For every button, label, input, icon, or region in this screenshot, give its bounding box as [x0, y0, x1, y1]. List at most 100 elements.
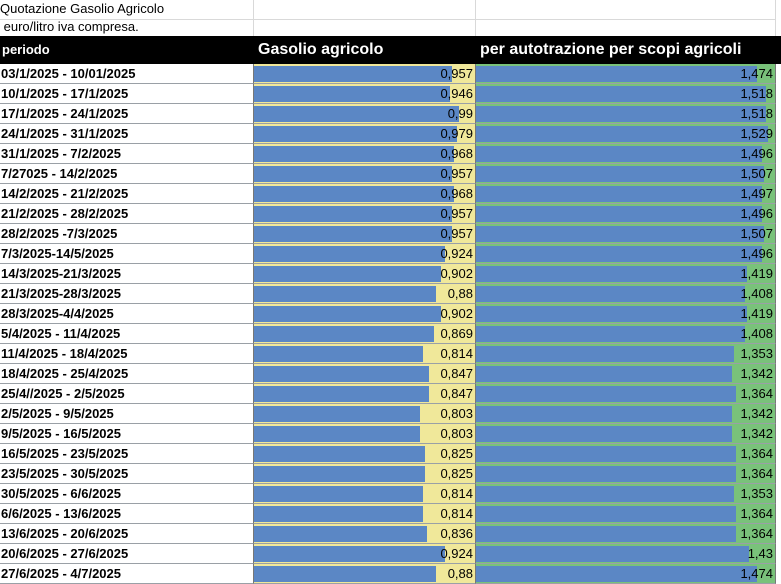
gasolio-cell[interactable]: 0,814	[254, 344, 476, 364]
gasolio-cell[interactable]: 0,869	[254, 324, 476, 344]
table-row: 10/1/2025 - 17/1/2025 0,946 1,518	[0, 84, 781, 104]
period-cell[interactable]: 10/1/2025 - 17/1/2025	[0, 84, 254, 104]
autotrazione-cell[interactable]: 1,507	[476, 224, 776, 244]
autotrazione-cell[interactable]: 1,408	[476, 324, 776, 344]
period-cell[interactable]: 7/27025 - 14/2/2025	[0, 164, 254, 184]
autotrazione-cell[interactable]: 1,364	[476, 444, 776, 464]
gasolio-cell[interactable]: 0,946	[254, 84, 476, 104]
gasolio-cell[interactable]: 0,924	[254, 544, 476, 564]
autotrazione-cell[interactable]: 1,342	[476, 364, 776, 384]
gasolio-cell[interactable]: 0,88	[254, 284, 476, 304]
gasolio-cell[interactable]: 0,88	[254, 564, 476, 584]
gasolio-value: 0,968	[440, 146, 473, 161]
autotrazione-value: 1,507	[740, 166, 773, 181]
period-cell[interactable]: 21/2/2025 - 28/2/2025	[0, 204, 254, 224]
autotrazione-cell[interactable]: 1,497	[476, 184, 776, 204]
period-cell[interactable]: 17/1/2025 - 24/1/2025	[0, 104, 254, 124]
title-cell[interactable]: Quotazione Gasolio Agricolo	[0, 0, 254, 20]
gasolio-cell[interactable]: 0,814	[254, 484, 476, 504]
period-cell[interactable]: 28/2/2025 -7/3/2025	[0, 224, 254, 244]
autotrazione-cell[interactable]: 1,474	[476, 564, 776, 584]
table-row: 14/3/2025-21/3/2025 0,902 1,419	[0, 264, 781, 284]
autotrazione-value: 1,408	[740, 326, 773, 341]
gasolio-cell[interactable]: 0,803	[254, 424, 476, 444]
period-cell[interactable]: 6/6/2025 - 13/6/2025	[0, 504, 254, 524]
gasolio-cell[interactable]: 0,968	[254, 184, 476, 204]
period-cell[interactable]: 31/1/2025 - 7/2/2025	[0, 144, 254, 164]
period-cell[interactable]: 2/5/2025 - 9/5/2025	[0, 404, 254, 424]
gasolio-cell[interactable]: 0,902	[254, 304, 476, 324]
gasolio-value: 0,902	[440, 306, 473, 321]
gasolio-cell[interactable]: 0,825	[254, 444, 476, 464]
autotrazione-cell[interactable]: 1,419	[476, 304, 776, 324]
gasolio-bar	[254, 446, 425, 462]
autotrazione-cell[interactable]: 1,43	[476, 544, 776, 564]
period-cell[interactable]: 23/5/2025 - 30/5/2025	[0, 464, 254, 484]
gasolio-bar	[254, 186, 455, 202]
period-cell[interactable]: 28/3/2025-4/4/2025	[0, 304, 254, 324]
period-cell[interactable]: 03/1/2025 - 10/01/2025	[0, 64, 254, 84]
period-cell[interactable]: 21/3/2025-28/3/2025	[0, 284, 254, 304]
period-cell[interactable]: 5/4/2025 - 11/4/2025	[0, 324, 254, 344]
autotrazione-cell[interactable]: 1,496	[476, 144, 776, 164]
autotrazione-cell[interactable]: 1,474	[476, 64, 776, 84]
autotrazione-cell[interactable]: 1,529	[476, 124, 776, 144]
gasolio-cell[interactable]: 0,957	[254, 204, 476, 224]
header-autotrazione[interactable]: per autotrazione per scopi agricoli	[480, 41, 742, 58]
autotrazione-cell[interactable]: 1,408	[476, 284, 776, 304]
empty-cell[interactable]	[254, 18, 476, 38]
period-cell[interactable]: 14/3/2025-21/3/2025	[0, 264, 254, 284]
gasolio-cell[interactable]: 0,99	[254, 104, 476, 124]
gasolio-cell[interactable]: 0,957	[254, 224, 476, 244]
period-cell[interactable]: 27/6/2025 - 4/7/2025	[0, 564, 254, 584]
autotrazione-cell[interactable]: 1,353	[476, 484, 776, 504]
period-cell[interactable]: 11/4/2025 - 18/4/2025	[0, 344, 254, 364]
period-cell[interactable]: 20/6/2025 - 27/6/2025	[0, 544, 254, 564]
period-cell[interactable]: 30/5/2025 - 6/6/2025	[0, 484, 254, 504]
autotrazione-cell[interactable]: 1,364	[476, 524, 776, 544]
table-row: 5/4/2025 - 11/4/2025 0,869 1,408	[0, 324, 781, 344]
autotrazione-value: 1,364	[740, 386, 773, 401]
gasolio-cell[interactable]: 0,902	[254, 264, 476, 284]
autotrazione-cell[interactable]: 1,364	[476, 504, 776, 524]
period-cell[interactable]: 13/6/2025 - 20/6/2025	[0, 524, 254, 544]
period-cell[interactable]: 7/3/2025-14/5/2025	[0, 244, 254, 264]
period-cell[interactable]: 16/5/2025 - 23/5/2025	[0, 444, 254, 464]
empty-cell[interactable]	[254, 0, 476, 20]
autotrazione-cell[interactable]: 1,518	[476, 84, 776, 104]
gasolio-cell[interactable]: 0,957	[254, 164, 476, 184]
period-cell[interactable]: 25/4//2025 - 2/5/2025	[0, 384, 254, 404]
period-cell[interactable]: 9/5/2025 - 16/5/2025	[0, 424, 254, 444]
gasolio-cell[interactable]: 0,814	[254, 504, 476, 524]
header-period[interactable]: periodo	[2, 42, 50, 57]
autotrazione-cell[interactable]: 1,496	[476, 204, 776, 224]
gasolio-cell[interactable]: 0,924	[254, 244, 476, 264]
gasolio-cell[interactable]: 0,847	[254, 384, 476, 404]
autotrazione-value: 1,529	[740, 126, 773, 141]
gasolio-value: 0,825	[440, 466, 473, 481]
gasolio-bar	[254, 286, 437, 302]
autotrazione-cell[interactable]: 1,364	[476, 464, 776, 484]
autotrazione-cell[interactable]: 1,353	[476, 344, 776, 364]
period-cell[interactable]: 14/2/2025 - 21/2/2025	[0, 184, 254, 204]
empty-cell[interactable]	[476, 0, 776, 20]
gasolio-cell[interactable]: 0,825	[254, 464, 476, 484]
autotrazione-cell[interactable]: 1,419	[476, 264, 776, 284]
period-cell[interactable]: 24/1/2025 - 31/1/2025	[0, 124, 254, 144]
period-cell[interactable]: 18/4/2025 - 25/4/2025	[0, 364, 254, 384]
gasolio-cell[interactable]: 0,979	[254, 124, 476, 144]
autotrazione-cell[interactable]: 1,507	[476, 164, 776, 184]
autotrazione-cell[interactable]: 1,342	[476, 424, 776, 444]
gasolio-cell[interactable]: 0,957	[254, 64, 476, 84]
gasolio-cell[interactable]: 0,847	[254, 364, 476, 384]
gasolio-cell[interactable]: 0,803	[254, 404, 476, 424]
gasolio-cell[interactable]: 0,836	[254, 524, 476, 544]
autotrazione-cell[interactable]: 1,496	[476, 244, 776, 264]
empty-cell[interactable]	[476, 18, 776, 38]
autotrazione-cell[interactable]: 1,364	[476, 384, 776, 404]
gasolio-cell[interactable]: 0,968	[254, 144, 476, 164]
autotrazione-cell[interactable]: 1,342	[476, 404, 776, 424]
header-gasolio[interactable]: Gasolio agricolo	[258, 41, 384, 58]
subtitle-cell[interactable]: euro/litro iva compresa.	[0, 18, 254, 38]
autotrazione-cell[interactable]: 1,518	[476, 104, 776, 124]
